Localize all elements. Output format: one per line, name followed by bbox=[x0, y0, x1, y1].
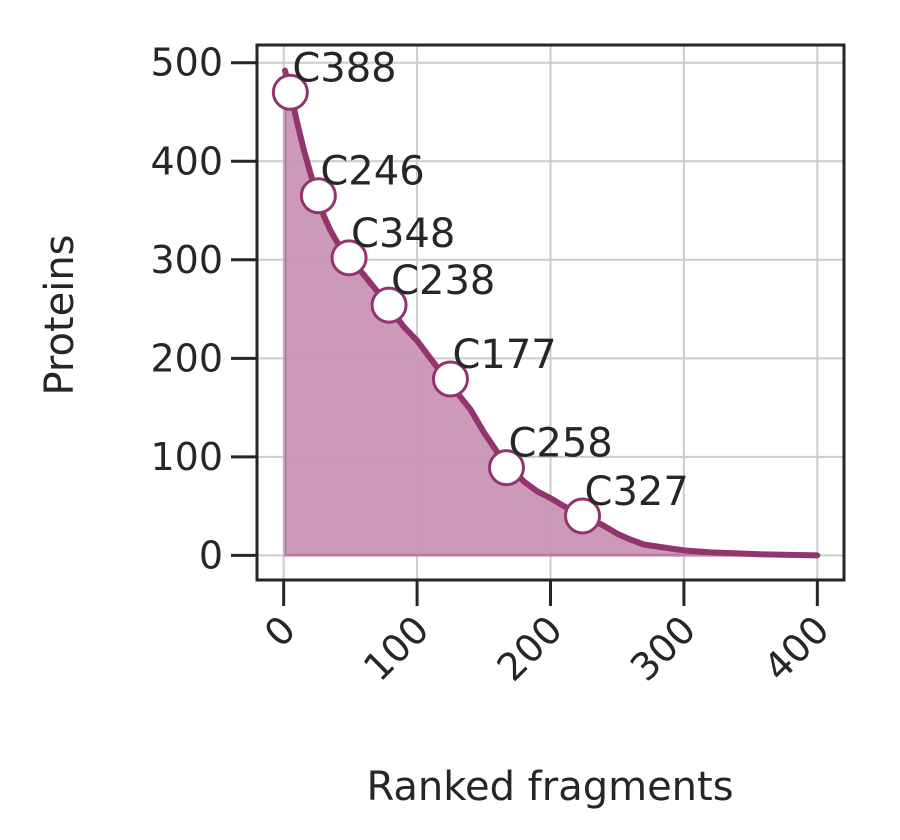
highlight-point bbox=[299, 177, 337, 215]
point-label: C258 bbox=[508, 421, 612, 467]
x-tick-label: 0 bbox=[256, 607, 304, 655]
y-tick-label: 200 bbox=[150, 336, 223, 380]
y-tick-label: 400 bbox=[150, 139, 223, 183]
x-tick-label: 300 bbox=[622, 607, 704, 689]
y-axis: 0 100 200 300 400 500 bbox=[150, 41, 257, 577]
y-tick-label: 500 bbox=[150, 41, 223, 85]
x-tick-label: 200 bbox=[488, 607, 570, 689]
point-label: C177 bbox=[452, 332, 556, 378]
x-axis-title: Ranked fragments bbox=[366, 764, 733, 810]
highlight-point bbox=[564, 497, 602, 535]
highlight-point bbox=[271, 73, 309, 111]
highlight-point bbox=[370, 286, 408, 324]
point-label: C348 bbox=[351, 211, 455, 257]
x-axis: 0 100 200 300 400 bbox=[256, 580, 838, 690]
data-line bbox=[282, 67, 821, 559]
highlight-point bbox=[431, 360, 469, 398]
point-label: C238 bbox=[391, 258, 495, 304]
point-label: C388 bbox=[292, 45, 396, 91]
x-tick-label: 400 bbox=[755, 607, 837, 689]
y-tick-label: 300 bbox=[150, 238, 223, 282]
x-tick-label: 100 bbox=[355, 607, 437, 689]
y-tick-label: 100 bbox=[150, 435, 223, 479]
series-line bbox=[282, 67, 821, 559]
point-label: C327 bbox=[585, 469, 689, 515]
y-axis-title: Proteins bbox=[37, 234, 83, 395]
highlight-point bbox=[330, 239, 368, 277]
y-tick-label: 0 bbox=[199, 533, 223, 577]
highlight-point bbox=[487, 449, 525, 487]
point-label: C246 bbox=[320, 149, 424, 195]
